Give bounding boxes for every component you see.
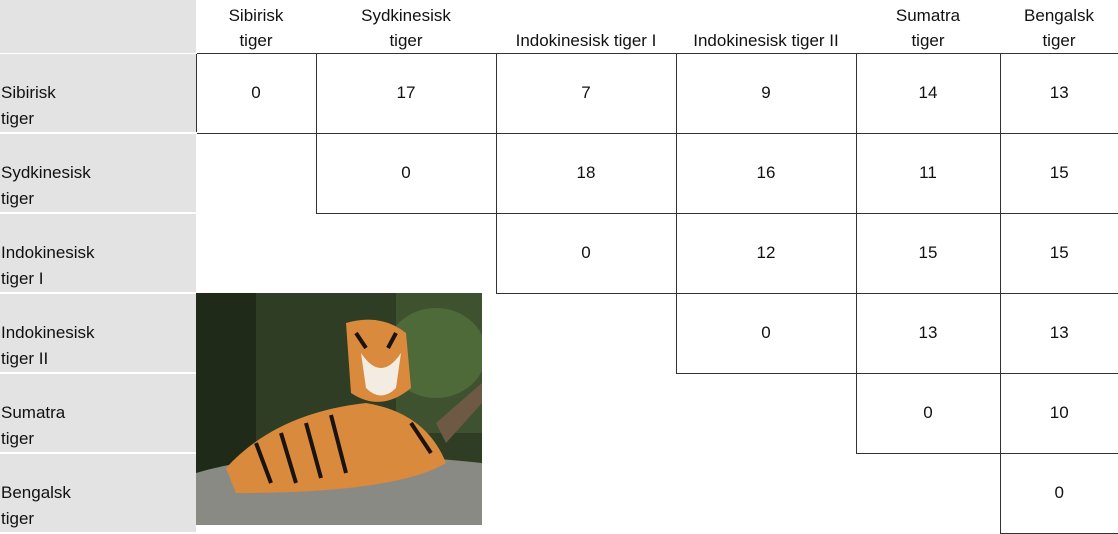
distance-table: Sibirisk tiger Sydkinesisk tiger Indokines…: [0, 0, 1118, 534]
column-label: Sibirisk tiger: [220, 3, 292, 53]
empty-cell: [196, 133, 316, 213]
value-cell: 0: [1000, 453, 1118, 533]
row-header: Bengalsk tiger: [0, 453, 196, 533]
value-cell: 17: [316, 54, 496, 134]
value-cell: 0: [676, 293, 856, 373]
column-header: Indokinesisk tiger I: [496, 0, 676, 54]
row-label: Sydkinesisk tiger: [1, 160, 113, 212]
empty-cell: [196, 213, 316, 293]
header-row: Sibirisk tiger Sydkinesisk tiger Indokines…: [0, 0, 1118, 54]
corner-cell: [0, 0, 196, 54]
column-header: Bengalsk tiger: [1000, 0, 1118, 54]
row-header: Indokinesisk tiger II: [0, 293, 196, 373]
value-cell: 10: [1000, 373, 1118, 453]
value-cell: 13: [856, 293, 1000, 373]
empty-cell: [496, 453, 676, 533]
column-label: Sumatra tiger: [888, 3, 968, 53]
column-header: Sibirisk tiger: [196, 0, 316, 54]
table-body: Sibirisk tiger Sydkinesisk tiger Indokines…: [0, 0, 1118, 533]
row-header: Indokinesisk tiger I: [0, 213, 196, 293]
empty-cell: [856, 453, 1000, 533]
value-cell: 0: [496, 213, 676, 293]
value-cell: 14: [856, 54, 1000, 134]
row-label: Indokinesisk tiger I: [1, 240, 113, 292]
table-row: Bengalsk tiger 0: [0, 453, 1118, 533]
empty-cell: [316, 213, 496, 293]
value-cell: 13: [1000, 54, 1118, 134]
row-label: Sibirisk tiger: [1, 80, 73, 132]
value-cell: 12: [676, 213, 856, 293]
value-cell: 0: [196, 54, 316, 134]
row-header: Sibirisk tiger: [0, 54, 196, 134]
page: Sibirisk tiger Sydkinesisk tiger Indokines…: [0, 0, 1118, 521]
value-cell: 15: [1000, 133, 1118, 213]
value-cell: 7: [496, 54, 676, 134]
value-cell: 13: [1000, 293, 1118, 373]
tiger-photo: [196, 293, 482, 525]
value-cell: 15: [1000, 213, 1118, 293]
row-header: Sumatra tiger: [0, 373, 196, 453]
row-label: Indokinesisk tiger II: [1, 320, 113, 372]
column-label: Bengalsk tiger: [1019, 3, 1099, 53]
value-cell: 9: [676, 54, 856, 134]
value-cell: 0: [316, 133, 496, 213]
empty-cell: [676, 373, 856, 453]
value-cell: 11: [856, 133, 1000, 213]
row-label: Bengalsk tiger: [1, 480, 73, 532]
value-cell: 18: [496, 133, 676, 213]
column-header: Sydkinesisk tiger: [316, 0, 496, 54]
value-cell: 16: [676, 133, 856, 213]
column-label: Indokinesisk tiger II: [677, 28, 855, 53]
value-cell: 15: [856, 213, 1000, 293]
column-label: Sydkinesisk tiger: [356, 3, 456, 53]
empty-cell: [676, 453, 856, 533]
row-header: Sydkinesisk tiger: [0, 133, 196, 213]
empty-cell: [496, 293, 676, 373]
value-cell: 0: [856, 373, 1000, 453]
column-header: Indokinesisk tiger II: [676, 0, 856, 54]
photo-cell: [196, 293, 496, 533]
empty-cell: [496, 373, 676, 453]
row-label: Sumatra tiger: [1, 400, 73, 452]
column-header: Sumatra tiger: [856, 0, 1000, 54]
column-label: Indokinesisk tiger I: [497, 28, 675, 53]
